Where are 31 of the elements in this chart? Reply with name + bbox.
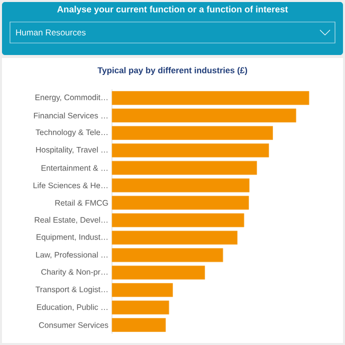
bar [112, 143, 270, 158]
y-tick-label: Retail & FMCG [55, 200, 108, 206]
y-tick-label: Law, Professional … [36, 252, 108, 259]
y-tick-label: Education, Public … [37, 304, 108, 311]
bar [112, 248, 224, 262]
bar [112, 213, 244, 228]
bar [112, 108, 296, 122]
y-tick-label: Energy, Commodit… [35, 94, 108, 102]
bar [112, 318, 166, 332]
y-tick-label: Equipment, Indust… [36, 234, 108, 242]
y-tick-label: Real Estate, Devel… [34, 216, 108, 224]
y-tick-label: Charity & Non-pr… [41, 268, 108, 276]
y-tick-label: Consumer Services [39, 322, 108, 328]
bar [112, 230, 238, 245]
bar [112, 266, 205, 280]
bar [112, 300, 170, 314]
y-tick-label: Hospitality, Travel … [36, 146, 108, 154]
bar [112, 160, 257, 175]
y-tick-label: Life Sciences & He… [34, 182, 108, 188]
y-tick-label: Technology & Tele… [36, 129, 108, 137]
bar [112, 283, 173, 298]
text: Analyse your current function or a function of interest [57, 6, 288, 14]
bar [112, 126, 273, 140]
y-tick-label: Entertainment & … [42, 164, 108, 171]
y-tick-label: Transport & Logist… [36, 286, 108, 294]
bar [112, 91, 310, 105]
y-tick-label: Financial Services … [34, 112, 108, 118]
chart-title: Typical pay by different industries (£) [98, 67, 248, 75]
bar [112, 196, 249, 210]
bar [112, 178, 250, 192]
text: Human Resources [16, 30, 86, 36]
